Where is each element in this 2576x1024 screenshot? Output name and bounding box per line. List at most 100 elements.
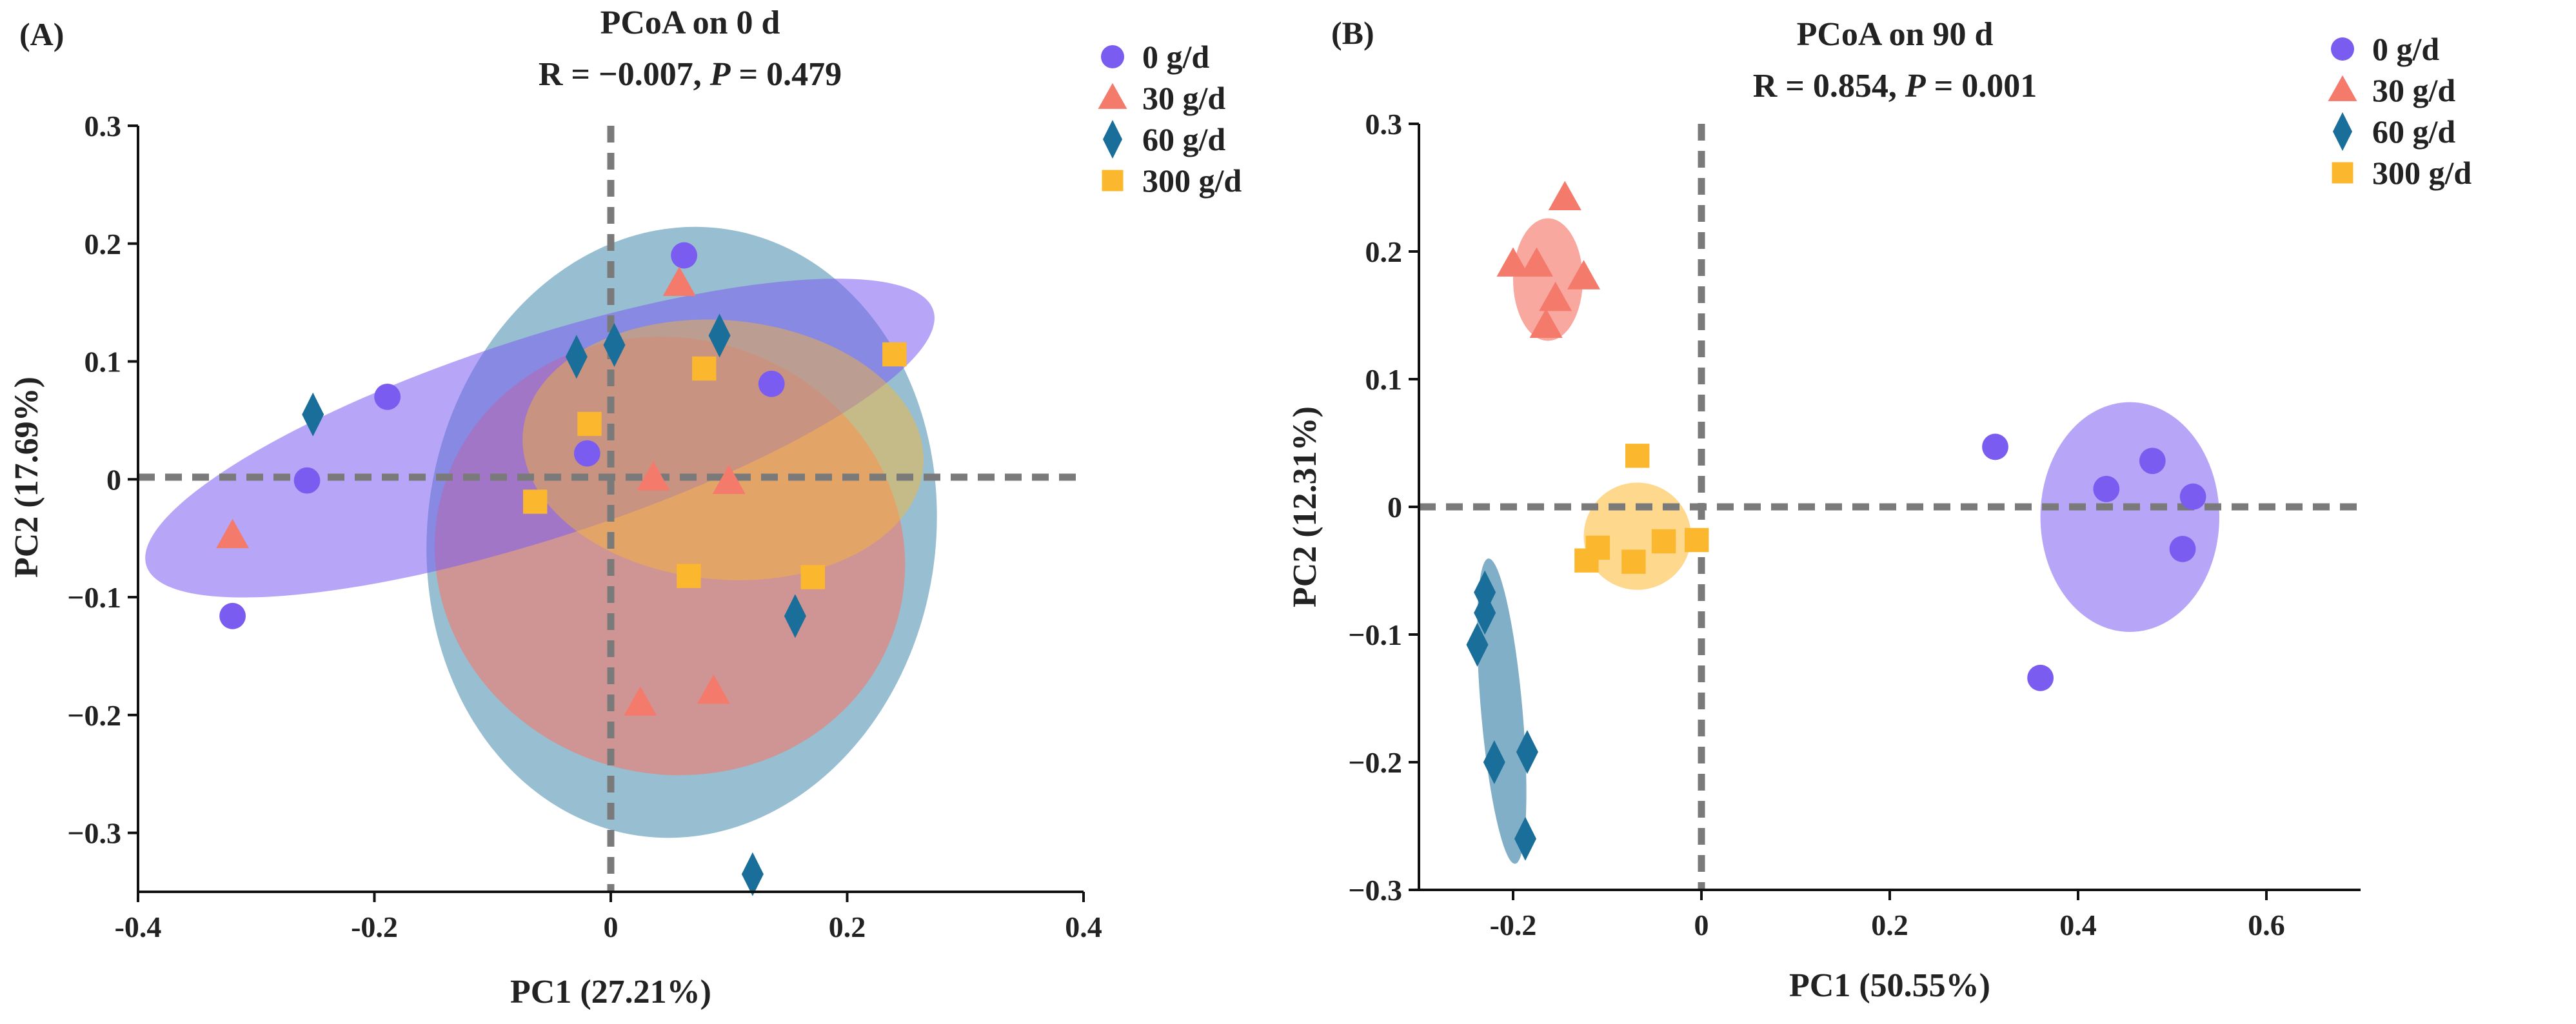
panel-b-ellipse-g60: [1477, 558, 1527, 864]
panel-b-x-tick-label-4: 0.4: [2059, 909, 2097, 941]
panel-a-point-g30-6: [697, 674, 730, 704]
panel-a-point-g300-3: [577, 411, 602, 437]
panel-a-legend-label-g30: 30 g/d: [1142, 80, 1225, 116]
panel-b-point-g0-6: [2027, 664, 2054, 691]
panel-b-x-tick-label-5: 0.6: [2248, 909, 2285, 941]
panel-a-point-g0-4: [573, 440, 600, 467]
panel-a-y-tick-label-1: −0.3: [67, 817, 121, 850]
panel-b: (B) PCoA on 90 d R = 0.854, P = 0.001 -0…: [1287, 15, 2472, 1004]
panel-a-legend-label-g300: 300 g/d: [1142, 162, 1242, 199]
panel-b-y-tick-label-7: 0.3: [1365, 108, 1403, 141]
panel-a-point-g30-3: [712, 464, 746, 495]
panel-a-y-tick-label-5: 0.1: [84, 346, 122, 379]
panel-a-legend-marker-g60: [1103, 120, 1122, 159]
panel-b-point-g30-6: [1529, 308, 1563, 338]
panel-b-y-tick-label-2: −0.2: [1348, 746, 1402, 779]
panel-a-point-g300-4: [523, 489, 548, 514]
panel-a-point-g300-5: [677, 564, 701, 588]
panel-a-stat-r: R = −0.007,: [539, 56, 710, 93]
panel-b-title: PCoA on 90 d: [1797, 16, 1994, 53]
panel-b-legend-marker-g300: [2332, 162, 2353, 184]
panel-b-y-tick-label-1: −0.3: [1348, 874, 1402, 907]
panel-a-ellipse-g300: [522, 319, 924, 580]
panel-b-point-g30-5: [1539, 281, 1572, 311]
panel-a-point-g60-4: [708, 313, 731, 358]
panel-b-ellipses: [1477, 218, 2219, 864]
panel-a-x-axis-label: PC1 (27.21%): [510, 974, 711, 1010]
panel-a-x-tick-label-2: -0.2: [351, 911, 398, 943]
panel-a-point-g30-1: [662, 266, 696, 297]
panel-b-legend-marker-g30: [2328, 75, 2357, 101]
panel-a-point-g0-2: [758, 370, 785, 397]
panel-a-y-tick-label-6: 0.2: [84, 228, 122, 261]
panel-a-x-tick-label-3: 0: [604, 911, 619, 943]
panel-b-legend-label-g0: 0 g/d: [2372, 31, 2439, 67]
panel-b-point-g300-6: [1621, 549, 1646, 574]
panel-b-x-tick-label-3: 0.2: [1871, 909, 1908, 941]
panel-a-point-g300-1: [882, 342, 907, 367]
panel-a: (A) PCoA on 0 d R = −0.007, P = 0.479 -0…: [8, 5, 1242, 1010]
panel-a-point-g300-6: [800, 565, 826, 589]
panel-b-point-g30-2: [1496, 247, 1530, 277]
panel-a-point-g60-6: [741, 852, 764, 896]
panel-b-point-g60-5: [1516, 730, 1538, 774]
panel-a-legend-marker-g0: [1101, 45, 1124, 68]
panel-b-point-g300-5: [1574, 548, 1599, 573]
panel-b-point-g0-5: [2169, 535, 2196, 562]
panel-a-point-g30-5: [624, 686, 657, 716]
panel-a-ticks: -0.4 -0.2 0 0.2 0.4 −0.3 −0.2 −0.1 0 0.1 0.2 0.3: [67, 110, 1102, 943]
panel-b-point-g30-3: [1520, 247, 1553, 277]
panel-a-y-tick-label-3: −0.1: [67, 581, 121, 614]
panel-b-label: (B): [1331, 15, 1374, 51]
panel-b-y-tick-label-6: 0.2: [1365, 235, 1403, 268]
panel-b-point-g300-3: [1651, 529, 1676, 554]
panel-a-y-axis-label: PC2 (17.69%): [8, 377, 45, 578]
panel-b-point-g30-1: [1548, 181, 1581, 210]
panel-b-point-g60-6: [1514, 816, 1536, 861]
panel-b-point-g60-3: [1466, 622, 1489, 667]
panel-a-point-g0-6: [219, 602, 246, 629]
panel-a-point-g30-4: [216, 518, 250, 549]
panel-b-stat-r: R = 0.854,: [1753, 68, 1905, 104]
panel-b-y-tick-label-4: 0: [1387, 491, 1402, 524]
panel-b-x-tick-label-1: -0.2: [1490, 909, 1537, 941]
panel-a-y-tick-label-2: −0.2: [67, 699, 121, 732]
panel-b-points: [1466, 181, 2206, 861]
panel-b-legend: 0 g/d 30 g/d 60 g/d 300 g/d: [2328, 31, 2472, 191]
panel-a-point-g300-2: [692, 356, 717, 381]
panel-a-point-g0-5: [293, 467, 321, 494]
panel-b-y-tick-label-3: −0.1: [1348, 618, 1402, 651]
panel-a-y-tick-label-7: 0.3: [84, 110, 122, 143]
panel-a-ellipses: [145, 226, 937, 838]
panel-b-x-tick-label-2: 0: [1694, 909, 1709, 941]
panel-b-point-g0-3: [2093, 475, 2120, 502]
panel-b-y-axis-label: PC2 (12.31%): [1287, 406, 1323, 607]
panel-b-point-g30-4: [1567, 260, 1600, 290]
panel-a-x-tick-label-1: -0.4: [115, 911, 162, 943]
panel-a-title: PCoA on 0 d: [600, 5, 780, 41]
panel-a-point-g60-1: [302, 392, 324, 437]
panel-a-point-g0-3: [374, 383, 401, 410]
panel-b-point-g300-4: [1685, 527, 1709, 553]
panel-a-legend-label-g60: 60 g/d: [1142, 121, 1225, 157]
panel-a-legend: 0 g/d 30 g/d 60 g/d 300 g/d: [1098, 39, 1242, 199]
panel-b-legend-label-g30: 30 g/d: [2372, 72, 2455, 108]
panel-b-point-g0-2: [2139, 448, 2166, 475]
panel-b-x-axis-label: PC1 (50.55%): [1789, 967, 1990, 1004]
panel-a-legend-marker-g300: [1102, 170, 1124, 192]
panel-b-point-g60-2: [1474, 591, 1496, 635]
panel-a-ellipse-g0: [145, 279, 935, 598]
panel-a-point-g30-2: [637, 461, 670, 491]
panel-b-point-g0-4: [2179, 483, 2206, 510]
panel-a-stat-p-symbol: P: [709, 56, 731, 93]
panel-b-stat-p-value: = 0.001: [1926, 68, 2037, 104]
panel-b-point-g0-1: [1982, 433, 2008, 460]
panel-b-stats: R = 0.854, P = 0.001: [1753, 68, 2037, 104]
panel-a-point-g60-2: [565, 335, 588, 379]
panel-b-ticks: -0.2 0 0.2 0.4 0.6 −0.3 −0.2 −0.1 0 0.1 0.2 0.3: [1348, 108, 2284, 941]
panel-a-label: (A): [19, 16, 64, 52]
panel-a-point-g0-1: [671, 242, 698, 269]
panel-b-legend-label-g300: 300 g/d: [2372, 155, 2472, 191]
panel-b-stat-p-symbol: P: [1905, 68, 1927, 104]
